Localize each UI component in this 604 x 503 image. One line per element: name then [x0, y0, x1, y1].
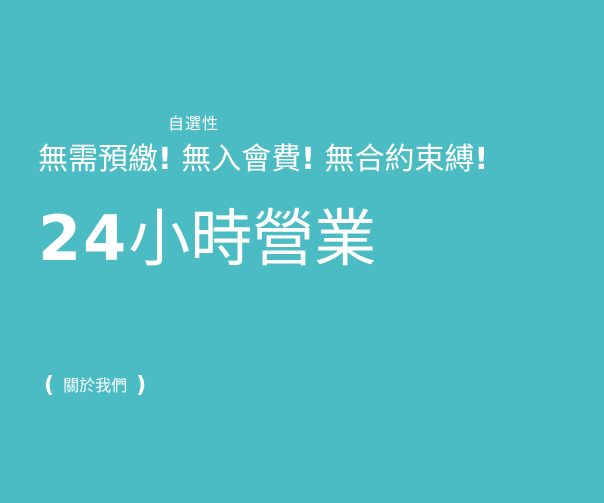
headline-text: 小時營業 [128, 202, 377, 275]
about-us-label: 關於我們 [63, 376, 128, 395]
tagline-no-contract: 無合約束縛 [324, 142, 475, 177]
open-bracket: ( [44, 373, 55, 398]
exclamation-mark: ! [301, 142, 315, 177]
close-bracket: ) [136, 373, 147, 398]
optional-annotation: 自選性 [168, 114, 220, 133]
exclamation-mark: ! [474, 142, 489, 177]
exclamation-mark: ! [158, 142, 172, 177]
tagline-no-prepay: 無需預繳 [38, 142, 158, 177]
tagline-no-membership-fee: 無入會費 [181, 142, 302, 177]
about-us-link[interactable]: ( 關於我們 ) [44, 372, 146, 400]
tagline: 無需預繳! 無入會費! 無合約束縛! [38, 138, 488, 182]
headline: 24小時營業 [38, 196, 376, 282]
headline-hours-number: 24 [38, 202, 129, 275]
